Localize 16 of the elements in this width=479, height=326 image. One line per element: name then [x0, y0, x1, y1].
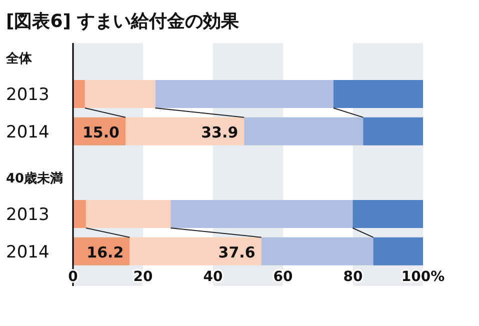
y-tick-label: 2014 [6, 242, 50, 262]
y-tick-label: 40歳未満 [6, 172, 64, 187]
x-tick-label: 100% [401, 269, 445, 285]
chart-title: [図表6] すまい給付金の効果 [6, 11, 240, 32]
y-tick-label: 2013 [6, 205, 50, 225]
data-label: 15.0 [82, 123, 120, 142]
x-tick-label: 80 [343, 269, 363, 285]
data-label: 33.9 [201, 123, 238, 142]
data-label: 16.2 [86, 243, 124, 262]
x-tick-label: 40 [203, 269, 223, 285]
x-tick-label: 60 [273, 269, 293, 285]
y-tick-label: 2014 [6, 122, 50, 142]
y-tick-label: 2013 [6, 85, 50, 105]
y-tick-label: 全体 [5, 52, 33, 67]
data-label: 37.6 [218, 243, 256, 262]
x-tick-label: 20 [133, 269, 153, 285]
